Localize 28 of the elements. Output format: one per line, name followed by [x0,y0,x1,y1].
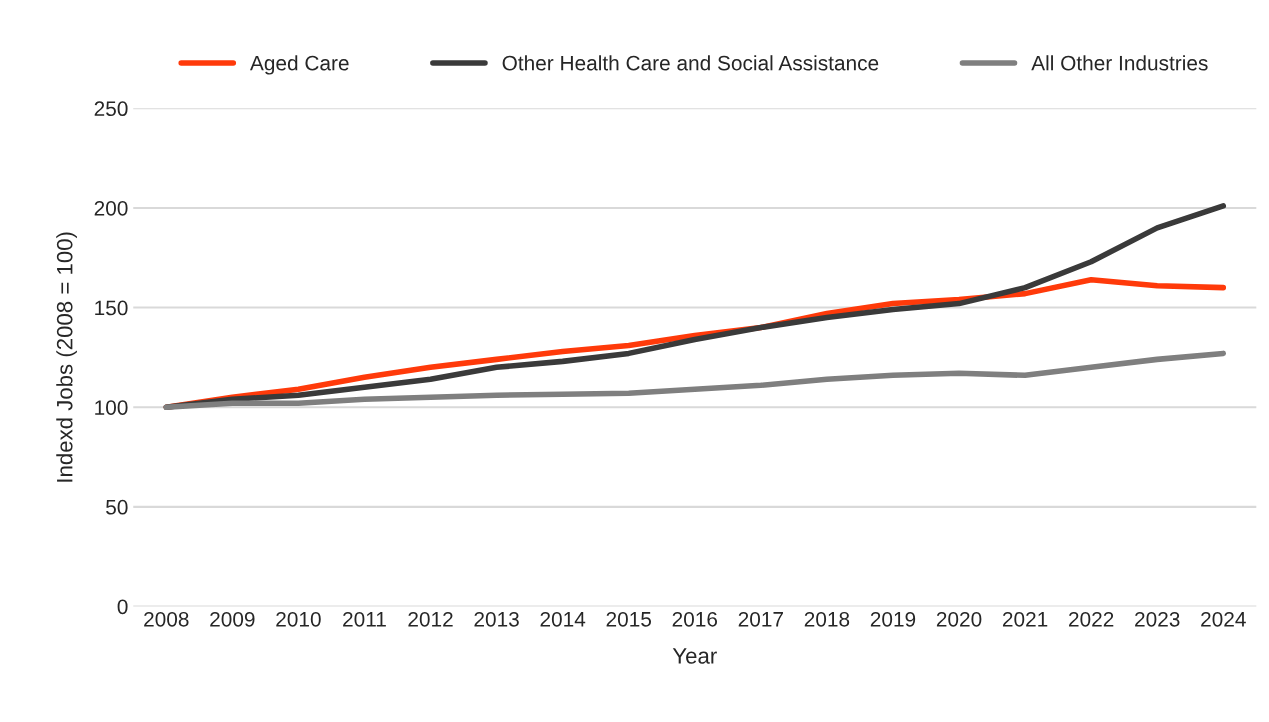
y-axis-title: Indexd Jobs (2008 = 100) [56,232,77,482]
x-tick-label: 2018 [804,611,850,627]
y-tick-label: 150 [95,300,128,316]
x-axis-title: Year [672,648,717,664]
legend-label: Other Health Care and Social Assistance [502,55,879,71]
y-tick-label: 200 [94,200,128,216]
x-tick-label: 2019 [870,611,916,627]
x-tick-label: 2024 [1201,611,1246,627]
y-tick-label: 100 [95,400,128,415]
x-tick-label: 2009 [210,611,255,627]
x-tick-label: 2012 [408,611,453,627]
legend-label: All Other Industries [1031,55,1208,71]
legend-label: Aged Care [249,55,349,75]
x-tick-label: 2008 [144,611,189,627]
x-tick-label: 2015 [606,611,652,627]
x-tick-label: 2010 [276,611,321,627]
x-tick-label: 2020 [936,611,982,627]
y-tick-label: 0 [117,599,128,615]
x-tick-label: 2023 [1135,611,1180,627]
y-tick-label: 250 [94,101,128,117]
x-tick-label: 2022 [1069,611,1114,627]
x-tick-label: 2013 [474,611,519,627]
x-tick-label: 2014 [540,611,586,627]
x-tick-label: 2016 [672,611,718,627]
x-tick-label: 2021 [1002,611,1048,627]
y-tick-label: 50 [106,499,128,515]
x-tick-label: 2017 [738,611,783,627]
x-tick-label: 2011 [343,611,386,627]
